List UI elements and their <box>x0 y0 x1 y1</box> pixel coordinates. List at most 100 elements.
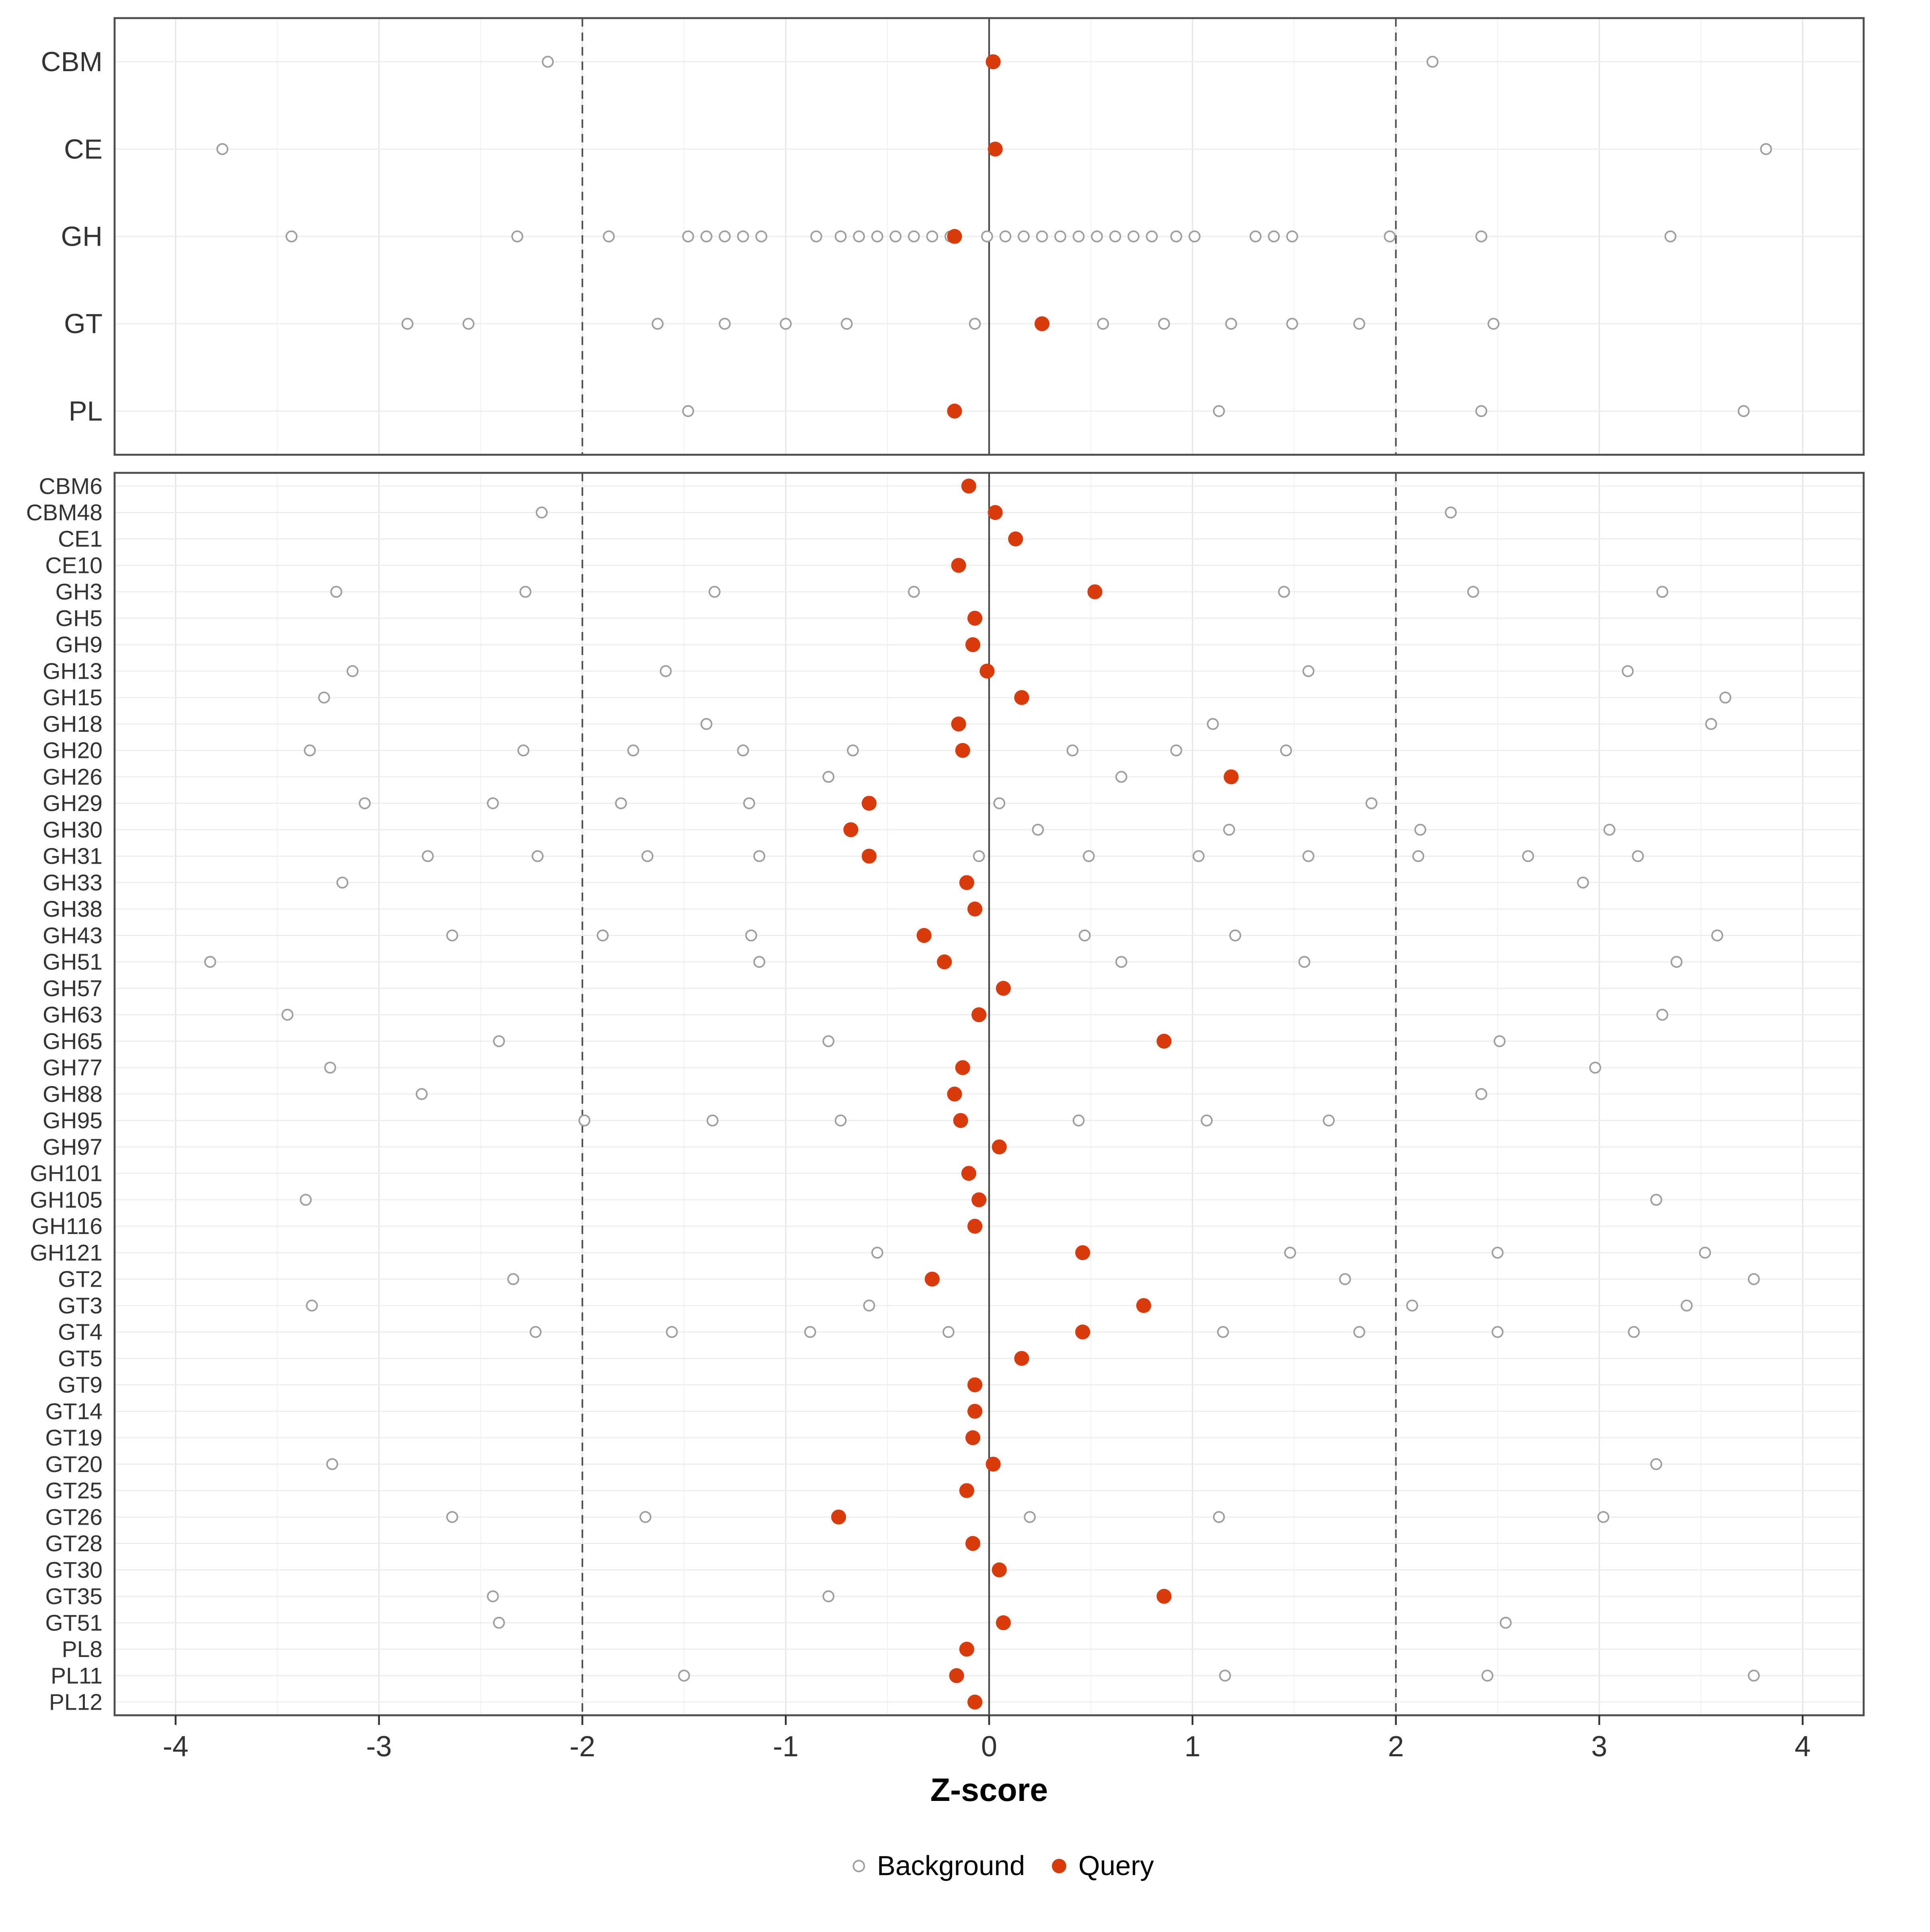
background-point <box>1286 318 1298 330</box>
query-point <box>961 1166 977 1181</box>
background-point <box>753 956 766 968</box>
category-label: GT19 <box>45 1425 103 1451</box>
background-point <box>1217 1326 1229 1338</box>
category-label: GH97 <box>43 1134 103 1160</box>
background-point <box>1170 744 1183 757</box>
background-point <box>1066 744 1079 757</box>
query-point <box>949 1668 964 1683</box>
category-label: GH9 <box>55 632 103 658</box>
query-point <box>961 478 977 494</box>
background-point <box>511 230 524 242</box>
background-point <box>700 230 712 242</box>
query-point <box>1014 690 1029 705</box>
query-point <box>947 403 962 419</box>
category-label: GT5 <box>58 1346 103 1371</box>
background-point <box>1302 850 1314 862</box>
background-point <box>1412 850 1425 862</box>
category-label: GH26 <box>43 764 103 790</box>
background-point <box>847 744 859 757</box>
legend-query-label: Query <box>1078 1850 1154 1881</box>
category-label: GH13 <box>43 658 103 684</box>
background-point <box>682 230 694 242</box>
background-point <box>401 318 414 330</box>
background-point <box>863 1300 875 1312</box>
background-point <box>1109 230 1121 242</box>
background-point <box>889 230 902 242</box>
background-point <box>493 1035 505 1047</box>
background-point <box>318 691 330 704</box>
query-point <box>916 928 932 943</box>
x-tick-label: 0 <box>981 1731 997 1763</box>
query-point <box>992 1139 1007 1155</box>
category-label: GH95 <box>43 1108 103 1133</box>
background-point <box>507 1273 519 1285</box>
background-point <box>603 230 615 242</box>
background-point <box>1491 1246 1504 1259</box>
background-point <box>1475 230 1487 242</box>
background-point <box>1278 586 1290 598</box>
background-point <box>871 230 883 242</box>
category-label: GH18 <box>43 711 103 737</box>
query-point <box>1156 1589 1172 1604</box>
query-point <box>1224 769 1239 784</box>
query-point <box>967 901 983 917</box>
x-tick-label: 1 <box>1185 1731 1201 1763</box>
background-point <box>517 744 530 757</box>
query-point <box>937 954 952 969</box>
background-point <box>615 797 627 809</box>
background-point <box>1268 230 1280 242</box>
background-point <box>719 318 731 330</box>
query-point <box>1136 1298 1152 1313</box>
background-point <box>1339 1273 1351 1285</box>
background-point <box>834 1114 847 1127</box>
query-point <box>967 610 983 626</box>
query-point <box>951 558 966 573</box>
background-point <box>1353 1326 1365 1338</box>
background-point <box>1705 718 1717 730</box>
category-label: GH57 <box>43 975 103 1001</box>
query-point <box>971 1192 987 1207</box>
category-label: CE1 <box>58 526 103 552</box>
background-point <box>1760 143 1772 155</box>
background-point <box>1213 1511 1225 1523</box>
query-point <box>924 1271 940 1287</box>
query-point <box>971 1007 987 1022</box>
query-point <box>988 142 1003 157</box>
query-point <box>959 1642 974 1657</box>
query-point <box>967 1219 983 1234</box>
background-point <box>1748 1669 1760 1682</box>
query-point <box>996 1615 1011 1630</box>
panel-border <box>113 17 1865 456</box>
category-label: GH29 <box>43 790 103 816</box>
category-label: PL <box>69 396 103 427</box>
category-label: GH88 <box>43 1081 103 1107</box>
query-point <box>967 1694 983 1710</box>
category-label: GH101 <box>30 1161 103 1187</box>
background-point <box>446 929 458 942</box>
query-point <box>986 1456 1001 1472</box>
legend: Background Query <box>852 1850 1154 1881</box>
background-point <box>1032 823 1044 836</box>
query-point <box>992 1562 1007 1578</box>
category-label: GH30 <box>43 817 103 843</box>
background-point <box>1036 230 1048 242</box>
background-point <box>1681 1300 1693 1312</box>
background-point <box>1603 823 1616 836</box>
background-point <box>415 1088 428 1100</box>
category-label: GH20 <box>43 738 103 764</box>
query-point <box>965 637 981 652</box>
background-point <box>1078 929 1091 942</box>
query-point <box>947 1086 962 1102</box>
category-label: CBM <box>41 46 103 77</box>
background-point <box>737 230 749 242</box>
category-label: GH121 <box>30 1240 103 1266</box>
background-point <box>324 1061 337 1074</box>
background-point <box>1229 929 1241 942</box>
query-point <box>953 1113 968 1128</box>
query-point <box>1087 584 1103 600</box>
background-point <box>1737 405 1750 417</box>
panel-subfamily-detail: CBM6CBM48CE1CE10GH3GH5GH9GH13GH15GH18GH2… <box>26 472 1865 1716</box>
category-label: PL11 <box>51 1663 103 1689</box>
category-label: GH43 <box>43 923 103 949</box>
query-point <box>959 1483 974 1498</box>
